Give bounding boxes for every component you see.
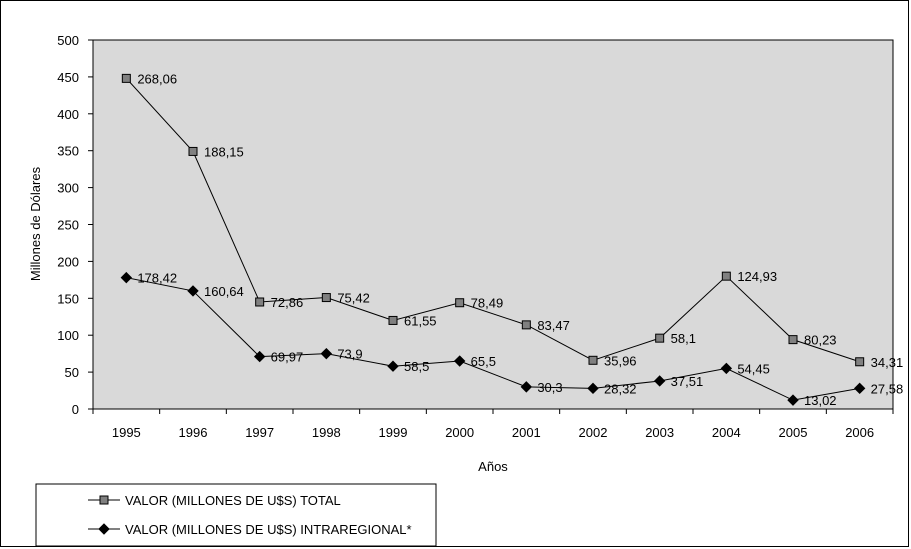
legend-label: VALOR (MILLONES DE U$S) TOTAL: [125, 493, 341, 508]
data-label: 13,02: [804, 393, 837, 408]
series-line-0: [125, 78, 860, 363]
data-label: 268,06: [137, 71, 177, 86]
data-point: [388, 315, 398, 325]
y-tick-label: 500: [57, 33, 79, 48]
data-label: 72,86: [271, 295, 304, 310]
data-label: 34,31: [871, 355, 904, 370]
data-label: 61,55: [404, 313, 437, 328]
y-tick-label: 100: [57, 328, 79, 343]
data-label: 37,51: [671, 374, 704, 389]
legend-marker: [98, 523, 110, 535]
data-point: [188, 146, 198, 156]
x-tick-label: 1997: [245, 425, 274, 440]
plot-area: [92, 39, 894, 410]
y-tick-label: 400: [57, 107, 79, 122]
x-tick-label: 1999: [379, 425, 408, 440]
data-point: [855, 357, 865, 367]
x-tick-label: 2003: [645, 425, 674, 440]
y-tick-label: 150: [57, 291, 79, 306]
data-point: [187, 285, 199, 297]
data-label: 124,93: [737, 269, 777, 284]
data-label: 30,3: [537, 380, 562, 395]
y-tick-label: 450: [57, 70, 79, 85]
x-axis-title: Años: [478, 459, 508, 474]
data-point: [587, 382, 599, 395]
y-tick-label: 350: [57, 144, 79, 159]
data-label: 65,5: [471, 354, 496, 369]
y-axis: 0 50 100 150 200 250 300 350 400 450 500: [57, 33, 93, 417]
x-tick-label: 2002: [579, 425, 608, 440]
data-label: 28,32: [604, 381, 637, 396]
data-label: 160,64: [204, 284, 244, 299]
data-point: [788, 335, 798, 345]
x-axis: 1995 1996 1997 1998 1999 2000 2001 2002 2003 2004…: [92, 409, 894, 440]
data-point: [455, 298, 465, 308]
data-label: 69,97: [271, 350, 304, 365]
legend-marker: [99, 495, 109, 505]
x-tick-label: 1996: [179, 425, 208, 440]
data-label: 80,23: [804, 333, 837, 348]
data-point: [253, 350, 266, 363]
data-point: [787, 394, 799, 406]
y-tick-label: 50: [65, 365, 79, 380]
y-axis-title: Millones de Dólares: [28, 166, 43, 281]
data-point: [521, 320, 531, 330]
data-point: [453, 355, 466, 367]
x-tick-label: 2004: [712, 425, 741, 440]
y-tick-label: 250: [57, 218, 79, 233]
data-label: 35,96: [604, 353, 637, 368]
data-label: 58,5: [404, 359, 429, 374]
x-tick-label: 2000: [445, 425, 474, 440]
y-tick-label: 300: [57, 181, 79, 196]
data-point: [721, 271, 731, 281]
x-tick-label: 2005: [779, 425, 808, 440]
data-label: 75,42: [337, 291, 370, 306]
data-label: 54,45: [737, 361, 770, 376]
data-point: [655, 333, 665, 343]
data-label: 27,58: [871, 381, 904, 396]
data-label: 83,47: [537, 318, 570, 333]
data-label: 73,9: [337, 347, 362, 362]
legend-box: [35, 483, 437, 547]
data-point: [653, 375, 666, 387]
x-tick-label: 1995: [112, 425, 141, 440]
data-point: [588, 355, 598, 365]
data-point: [720, 362, 733, 375]
x-tick-label: 2006: [845, 425, 874, 440]
data-point: [255, 297, 265, 307]
series-layer: [120, 73, 866, 406]
data-point: [320, 347, 333, 360]
data-point: [321, 293, 331, 303]
legend-label: VALOR (MILLONES DE U$S) INTRAREGIONAL*: [125, 522, 412, 537]
data-point: [120, 271, 133, 284]
data-label: 188,15: [204, 144, 244, 159]
data-label: 178,42: [137, 271, 177, 286]
data-point: [853, 382, 866, 395]
data-labels: 268,06 188,15 72,86 75,42 61,55 78,49 83,47 35,…: [137, 71, 903, 408]
legend: VALOR (MILLONES DE U$S) TOTAL VALOR (MILL…: [35, 483, 437, 547]
data-label: 78,49: [471, 296, 504, 311]
series-line-1: [126, 277, 860, 401]
x-tick-label: 1998: [312, 425, 341, 440]
x-tick-label: 2001: [512, 425, 541, 440]
data-point: [520, 381, 533, 393]
y-tick-label: 200: [57, 254, 79, 269]
y-tick-label: 0: [72, 402, 79, 417]
data-label: 58,1: [671, 331, 696, 346]
data-point: [121, 73, 131, 83]
data-point: [387, 360, 399, 372]
